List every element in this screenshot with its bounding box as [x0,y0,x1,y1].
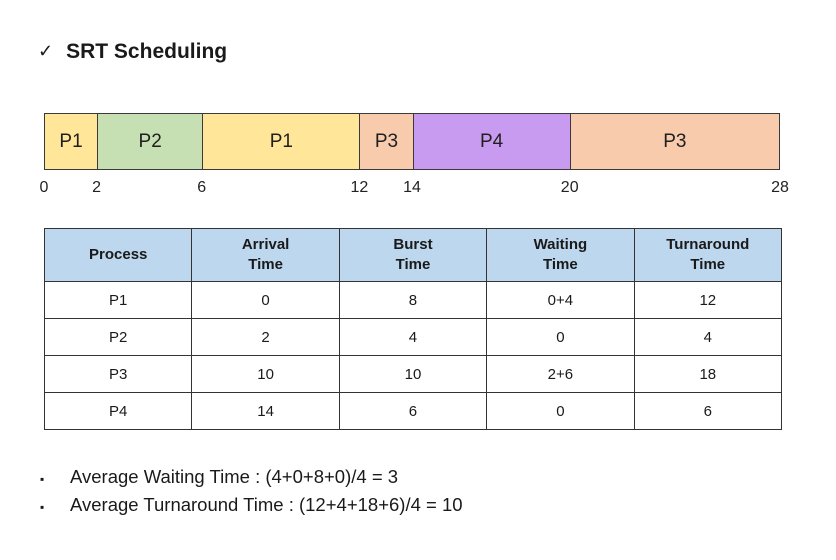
table-cell: P4 [43,392,193,430]
header-cell-arrival: Arrival Time [191,228,340,282]
table-cell: 14 [191,392,340,430]
axis-tick-28: 28 [771,179,789,196]
table-header-row: Process Arrival Time Burst Time Waiting Tim… [43,228,783,282]
table-cell: 6 [633,392,783,430]
table-cell: 4 [633,318,783,356]
axis-tick-14: 14 [403,179,421,196]
table-cell: 0+4 [486,281,635,319]
axis-tick-12: 12 [350,179,369,196]
table-head: Process Arrival Time Burst Time Waiting Tim… [43,228,783,282]
page-title: ✓ SRT Scheduling [38,40,227,64]
table-cell: 0 [191,281,340,319]
bullet-text: Average Waiting Time : (4+0+8+0)/4 = 3 [70,466,399,487]
checkmark-icon: ✓ [38,40,54,61]
header-cell-process: Process [43,228,193,282]
table-cell: 8 [338,281,488,319]
bullet-list: ▪ Average Waiting Time : (4+0+8+0)/4 = 3 ▪… [40,466,463,522]
table-row: P1 0 8 0+4 12 [43,281,783,319]
table-cell: 18 [633,355,783,393]
bullet-item: ▪ Average Turnaround Time : (12+4+18+6)/4… [40,494,463,522]
table-cell: 6 [338,392,488,430]
bullet-item: ▪ Average Waiting Time : (4+0+8+0)/4 = 3 [40,466,463,494]
table-cell: 2+6 [486,355,635,393]
table-cell: 10 [191,355,340,393]
gantt-segment-p2: P2 [97,114,203,169]
axis-tick-0: 0 [39,179,49,196]
table-row: P2 2 4 0 4 [43,318,783,356]
table-row: P3 10 10 2+6 18 [43,355,783,393]
gantt-segment-p1: P1 [202,114,360,169]
gantt-segment-p1: P1 [45,114,98,169]
table-cell: 4 [338,318,488,356]
header-cell-turnaround: Turnaround Time [633,228,783,282]
axis-tick-6: 6 [197,179,207,196]
table-cell: 0 [486,318,635,356]
table-row: P4 14 6 0 6 [43,392,783,430]
axis-tick-20: 20 [560,179,579,196]
table-cell: P2 [43,318,193,356]
gantt-segment-p4: P4 [412,114,570,169]
table-cell: P3 [43,355,193,393]
header-cell-burst: Burst Time [338,228,488,282]
gantt-chart: P1 P2 P1 P3 P4 P3 [44,113,780,170]
axis-tick-2: 2 [92,179,102,196]
table-body: P1 0 8 0+4 12 P2 2 4 0 4 P3 10 10 2+6 18 P4 14 6 0 6 [43,281,783,430]
bullet-text: Average Turnaround Time : (12+4+18+6)/4 … [70,494,463,515]
bullet-square-icon: ▪ [40,500,45,514]
table-cell: 2 [191,318,340,356]
bullet-square-icon: ▪ [40,472,45,486]
gantt-segment-p3: P3 [359,114,413,169]
header-cell-waiting: Waiting Time [486,228,635,282]
page-title-text: SRT Scheduling [66,40,228,63]
table-cell: 12 [633,281,783,319]
table-cell: P1 [43,281,193,319]
process-table: Process Arrival Time Burst Time Waiting Tim… [43,228,783,430]
table-cell: 0 [486,392,635,430]
table-cell: 10 [338,355,488,393]
gantt-axis: 0 2 6 12 14 20 28 [40,179,789,199]
gantt-segment-p3: P3 [569,114,780,169]
